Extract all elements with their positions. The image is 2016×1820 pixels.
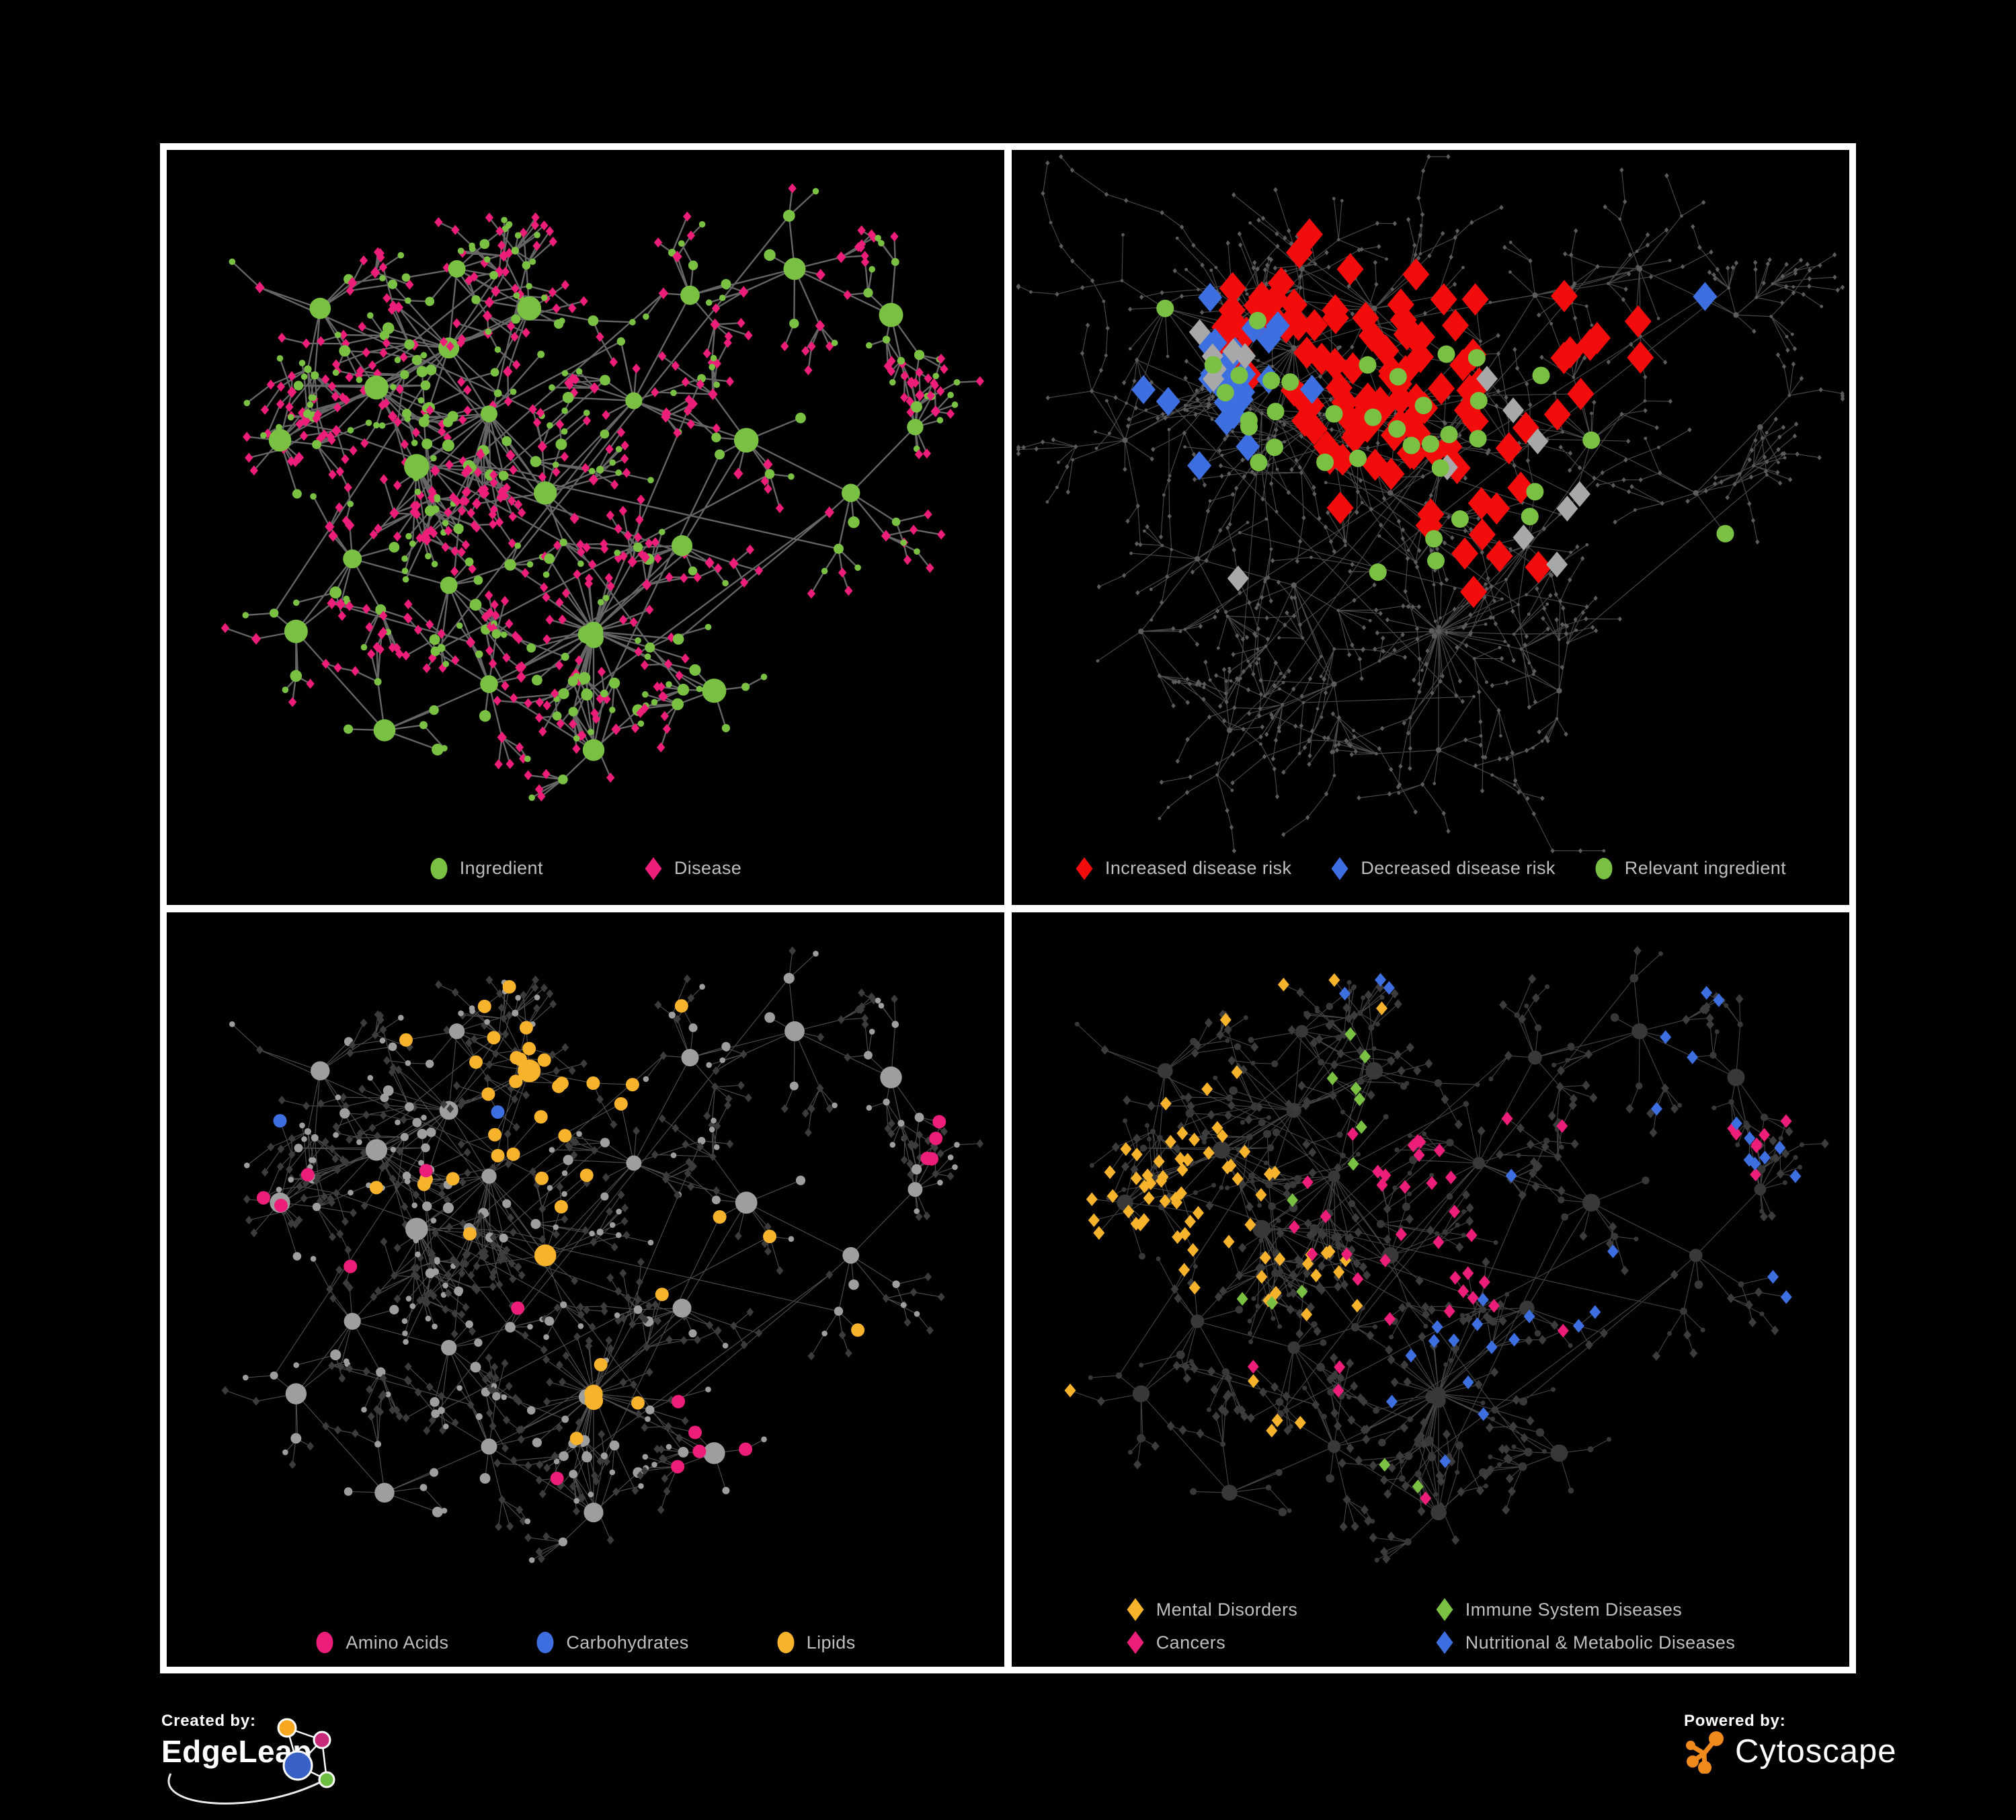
edgeleap-credit: Created by: EdgeLeap bbox=[161, 1712, 397, 1818]
legend-item: Mental Disorders bbox=[1126, 1597, 1297, 1622]
circle-marker-icon bbox=[1595, 857, 1613, 879]
edgeleap-logo-icon bbox=[167, 1718, 335, 1805]
diamond-marker-icon bbox=[1436, 1631, 1453, 1654]
cytoscape-credit: Powered by: Cytoscape bbox=[1684, 1712, 1966, 1792]
legend-label: Immune System Diseases bbox=[1465, 1599, 1683, 1620]
legend-item: Increased disease risk bbox=[1075, 857, 1291, 881]
legend-item: Nutritional & Metabolic Diseases bbox=[1435, 1630, 1735, 1655]
diamond-marker-icon bbox=[1127, 1598, 1144, 1621]
legend-item: Decreased disease risk bbox=[1330, 857, 1555, 881]
legend-label: Cancers bbox=[1156, 1632, 1226, 1653]
panel-grid: Ingredient Disease Increased disease risk… bbox=[160, 143, 1856, 1673]
legend-item: Ingredient bbox=[430, 857, 543, 881]
powered-by-label: Powered by: bbox=[1684, 1712, 1786, 1730]
cytoscape-logo-icon bbox=[1686, 1731, 1724, 1774]
legend-label: Ingredient bbox=[459, 858, 543, 878]
legend-ingredient-disease: Ingredient Disease bbox=[167, 857, 1004, 881]
diamond-marker-icon bbox=[1331, 857, 1348, 880]
network-graph-disease-categories bbox=[1064, 945, 1829, 1564]
legend-item: Relevant ingredient bbox=[1595, 857, 1786, 881]
legend-label: Nutritional & Metabolic Diseases bbox=[1465, 1632, 1736, 1653]
network-graph-macronutrients bbox=[221, 946, 984, 1563]
created-by-label: Created by: bbox=[161, 1712, 256, 1730]
legend-item: Cancers bbox=[1126, 1630, 1225, 1655]
legend-label: Mental Disorders bbox=[1156, 1599, 1298, 1620]
circle-marker-icon bbox=[536, 1632, 554, 1653]
legend-item: Amino Acids bbox=[315, 1630, 448, 1655]
legend-label: Increased disease risk bbox=[1104, 858, 1292, 878]
diamond-marker-icon bbox=[1076, 857, 1093, 880]
legend-disease-risk: Increased disease risk Decreased disease … bbox=[1012, 857, 1849, 881]
circle-marker-icon bbox=[316, 1632, 333, 1653]
legend-label: Decreased disease risk bbox=[1361, 858, 1556, 878]
legend-item: Immune System Diseases bbox=[1435, 1597, 1682, 1622]
circle-marker-icon bbox=[430, 857, 448, 879]
legend-disease-categories: Mental Disorders Immune System Diseases Ca… bbox=[1012, 1597, 1849, 1655]
legend-label: Relevant ingredient bbox=[1624, 858, 1787, 878]
legend-item: Carbohydrates bbox=[536, 1630, 688, 1655]
legend-label: Disease bbox=[674, 858, 742, 878]
legend-label: Lipids bbox=[806, 1632, 856, 1653]
circle-marker-icon bbox=[777, 1632, 795, 1653]
panel-ingredient-disease: Ingredient Disease bbox=[167, 150, 1004, 905]
network-graph-disease-risk bbox=[1016, 154, 1845, 854]
diamond-marker-icon bbox=[1127, 1631, 1144, 1654]
legend-item: Lipids bbox=[776, 1630, 856, 1655]
legend-item: Disease bbox=[644, 857, 741, 881]
panel-macronutrients: Amino Acids Carbohydrates Lipids bbox=[167, 912, 1004, 1667]
diamond-marker-icon bbox=[645, 857, 662, 880]
legend-macronutrients: Amino Acids Carbohydrates Lipids bbox=[167, 1630, 1004, 1655]
panel-disease-risk: Increased disease risk Decreased disease … bbox=[1012, 150, 1849, 905]
panel-disease-categories: Mental Disorders Immune System Diseases Ca… bbox=[1012, 912, 1849, 1667]
legend-label: Amino Acids bbox=[346, 1632, 449, 1653]
cytoscape-brand-text: Cytoscape bbox=[1735, 1733, 1897, 1770]
diamond-marker-icon bbox=[1436, 1598, 1453, 1621]
network-graph-ingredient-disease bbox=[220, 183, 984, 802]
legend-label: Carbohydrates bbox=[566, 1632, 689, 1653]
